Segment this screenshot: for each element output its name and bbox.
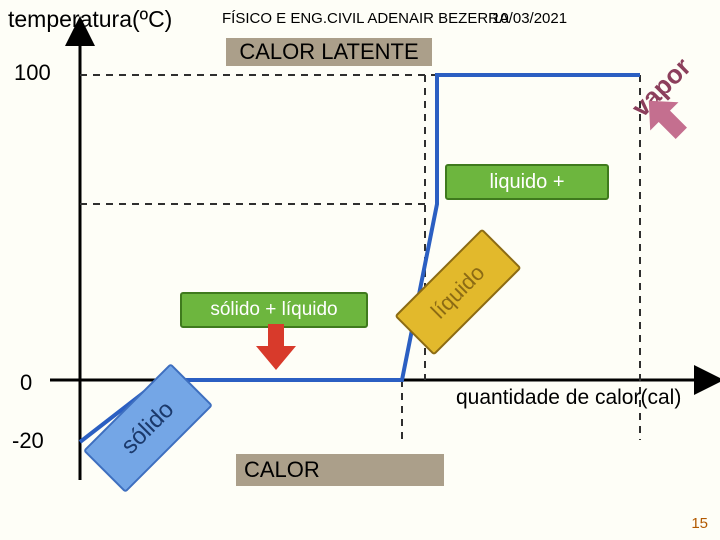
liquido-plus-box: liquido + xyxy=(445,164,609,200)
axis-x-label: quantidade de calor(cal) xyxy=(456,386,681,410)
calor-box: CALOR xyxy=(236,454,444,486)
slide-root: temperatura(ºC) FÍSICO E ENG.CIVIL ADENA… xyxy=(0,0,720,540)
slide-number: 15 xyxy=(691,515,708,532)
solido-liquido-box: sólido + líquido xyxy=(180,292,368,328)
red-arrow-down-icon xyxy=(254,324,298,372)
vapor-arrow-icon xyxy=(640,92,700,152)
solido-box-wrap: sólido xyxy=(86,398,206,454)
liquido-box-wrap: líquido xyxy=(396,264,516,316)
